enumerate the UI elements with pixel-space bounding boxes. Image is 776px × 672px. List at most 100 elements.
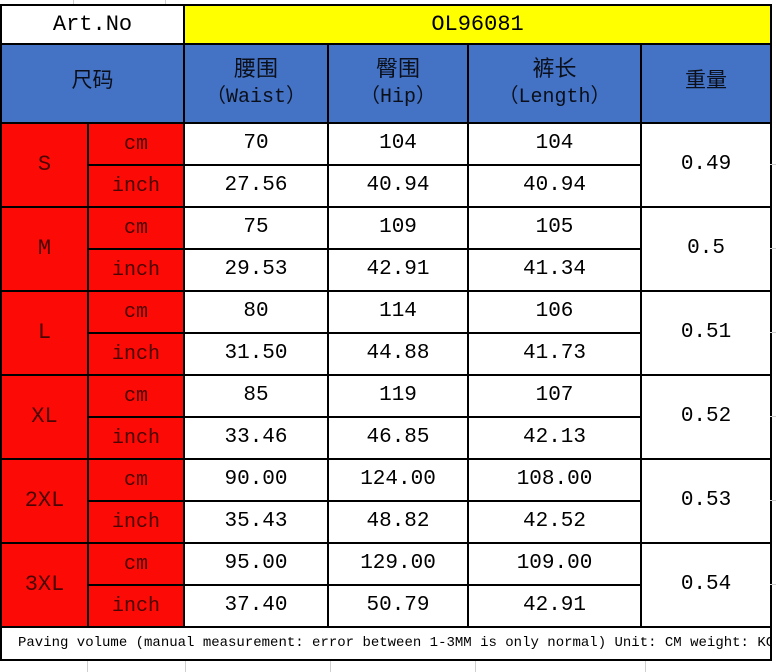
size-cell-2xl: 2XL [0, 458, 89, 544]
unit-inch-cell: inch [87, 248, 185, 292]
waist-inch-value: 33.46 [183, 416, 329, 460]
length-cm-value: 109.00 [467, 542, 642, 586]
gridline [770, 164, 776, 165]
hip-inch-value: 46.85 [327, 416, 469, 460]
size-cell-xl: XL [0, 374, 89, 460]
header-waist: 腰围 （Waist） [183, 43, 329, 124]
length-cm-value: 106 [467, 290, 642, 334]
header-hip-zh: 臀围 [375, 58, 420, 84]
unit-cm-cell: cm [87, 290, 185, 334]
table-row: inch 31.50 44.88 41.73 [1, 332, 771, 376]
unit-inch-cell: inch [87, 332, 185, 376]
header-length: 裤长 （Length） [467, 43, 642, 124]
header-row: 尺码 腰围 （Waist） 臀围 （Hip） 裤长 （Length） 重量 [0, 43, 773, 124]
table-row: 2XL cm 90.00 124.00 108.00 0.53 [0, 458, 773, 544]
art-no-row: Art.No OL96081 [0, 4, 773, 45]
header-waist-zh: 腰围 [233, 58, 278, 84]
header-length-zh: 裤长 [532, 58, 577, 84]
weight-value: 0.5 [639, 206, 773, 292]
header-hip-en: （Hip） [359, 85, 436, 109]
waist-cm-value: 95.00 [183, 542, 329, 586]
gridline [330, 661, 331, 672]
hip-cm-value: 109 [327, 206, 469, 250]
table-row: L cm 80 114 106 0.51 [0, 290, 773, 376]
length-cm-value: 107 [467, 374, 642, 418]
size-cell-m: M [0, 206, 89, 292]
size-cell-l: L [0, 290, 89, 376]
waist-inch-value: 27.56 [183, 164, 329, 208]
table-row: M cm 75 109 105 0.5 [0, 206, 773, 292]
length-inch-value: 42.52 [467, 500, 642, 544]
weight-value: 0.54 [639, 542, 773, 628]
weight-value: 0.52 [639, 374, 773, 460]
length-inch-value: 41.73 [467, 332, 642, 376]
footer-note: Paving volume (manual measurement: error… [0, 626, 773, 661]
length-inch-value: 42.13 [467, 416, 642, 460]
table-row: 3XL cm 95.00 129.00 109.00 0.54 [0, 542, 773, 628]
waist-inch-value: 31.50 [183, 332, 329, 376]
unit-cm-cell: cm [87, 374, 185, 418]
table-row: inch 33.46 46.85 42.13 [1, 416, 771, 460]
unit-cm-cell: cm [87, 458, 185, 502]
waist-cm-value: 75 [183, 206, 329, 250]
header-size: 尺码 [0, 43, 185, 124]
weight-value: 0.49 [639, 122, 773, 208]
weight-value: 0.53 [639, 458, 773, 544]
gridline [770, 416, 776, 417]
hip-cm-value: 114 [327, 290, 469, 334]
unit-inch-cell: inch [87, 584, 185, 628]
size-cell-s: S [0, 122, 89, 208]
unit-inch-cell: inch [87, 164, 185, 208]
unit-cm-cell: cm [87, 542, 185, 586]
header-length-en: （Length） [498, 85, 611, 109]
waist-inch-value: 35.43 [183, 500, 329, 544]
gridline [645, 661, 646, 672]
hip-inch-value: 48.82 [327, 500, 469, 544]
gridline [165, 0, 166, 4]
art-no-value: OL96081 [182, 4, 773, 45]
hip-inch-value: 44.88 [327, 332, 469, 376]
hip-cm-value: 104 [327, 122, 469, 166]
waist-cm-value: 85 [183, 374, 329, 418]
unit-inch-cell: inch [87, 416, 185, 460]
waist-cm-value: 80 [183, 290, 329, 334]
length-inch-value: 42.91 [467, 584, 642, 628]
table-row: S cm 70 104 104 0.49 [0, 122, 773, 208]
length-cm-value: 108.00 [467, 458, 642, 502]
table-row: inch 35.43 48.82 42.52 [1, 500, 771, 544]
gridline [87, 661, 88, 672]
gridline [475, 661, 476, 672]
size-cell-3xl: 3XL [0, 542, 89, 628]
weight-value: 0.51 [639, 290, 773, 376]
hip-cm-value: 119 [327, 374, 469, 418]
gridline [770, 332, 776, 333]
unit-cm-cell: cm [87, 122, 185, 166]
length-cm-value: 105 [467, 206, 642, 250]
waist-cm-value: 70 [183, 122, 329, 166]
unit-cm-cell: cm [87, 206, 185, 250]
hip-inch-value: 50.79 [327, 584, 469, 628]
gridline [770, 248, 776, 249]
footer-row: Paving volume (manual measurement: error… [0, 626, 773, 661]
art-no-label: Art.No [0, 4, 185, 45]
hip-cm-value: 124.00 [327, 458, 469, 502]
hip-cm-value: 129.00 [327, 542, 469, 586]
hip-inch-value: 42.91 [327, 248, 469, 292]
waist-inch-value: 29.53 [183, 248, 329, 292]
length-inch-value: 41.34 [467, 248, 642, 292]
hip-inch-value: 40.94 [327, 164, 469, 208]
waist-cm-value: 90.00 [183, 458, 329, 502]
gridline [770, 584, 776, 585]
table-row: inch 37.40 50.79 42.91 [1, 584, 771, 628]
length-inch-value: 40.94 [467, 164, 642, 208]
unit-inch-cell: inch [87, 500, 185, 544]
table-row: XL cm 85 119 107 0.52 [0, 374, 773, 460]
gridline [185, 661, 186, 672]
length-cm-value: 104 [467, 122, 642, 166]
header-hip: 臀围 （Hip） [327, 43, 469, 124]
size-chart-table: Art.No OL96081 尺码 腰围 （Waist） 臀围 （Hip） 裤长… [0, 4, 773, 661]
gridline [73, 0, 74, 4]
header-weight: 重量 [639, 43, 773, 124]
table-row: inch 27.56 40.94 40.94 [1, 164, 771, 208]
gridline [770, 500, 776, 501]
